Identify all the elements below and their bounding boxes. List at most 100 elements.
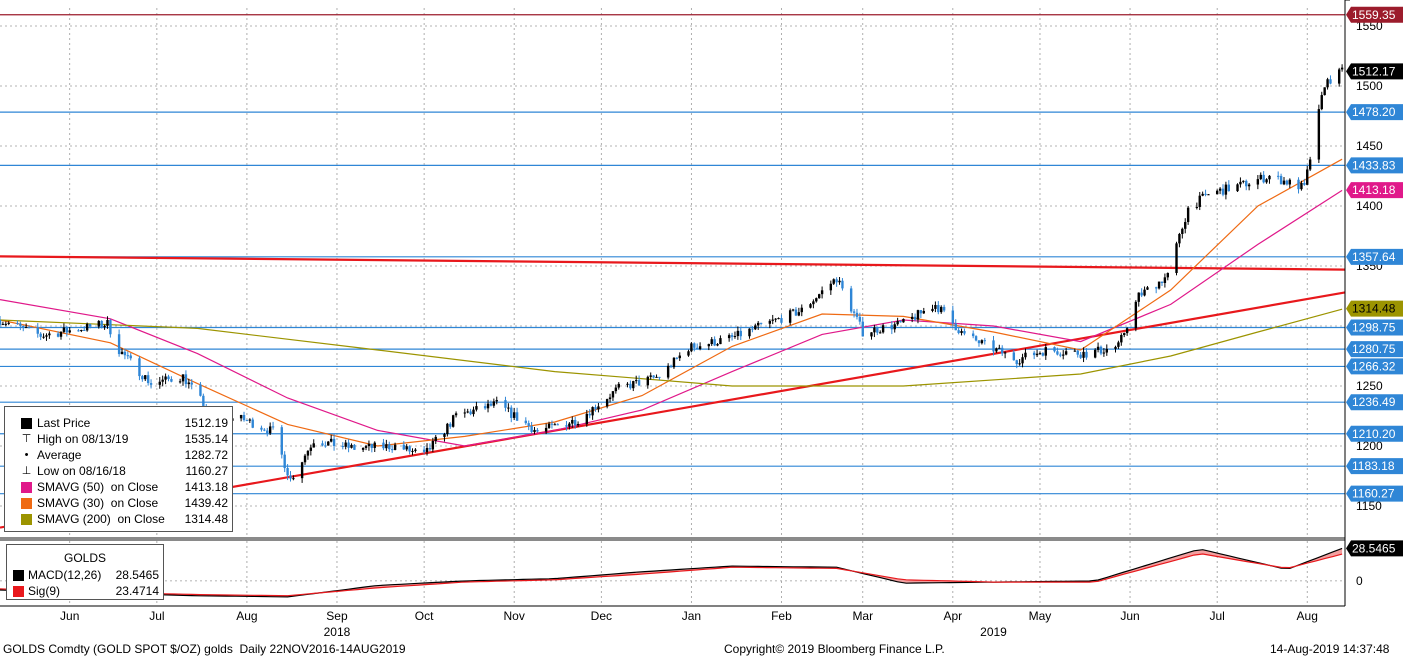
candle-body	[280, 427, 283, 455]
candle-body	[818, 294, 821, 299]
candle-body	[632, 381, 635, 389]
candle-body	[1163, 277, 1167, 283]
candle-body	[754, 325, 757, 330]
candle-body	[1297, 179, 1300, 190]
candle-body	[24, 327, 28, 329]
candle-body	[934, 305, 937, 309]
price-tag-bg	[1346, 319, 1403, 336]
macd-legend-title: GOLDS	[63, 551, 106, 565]
candle-body	[861, 321, 864, 337]
candle-body	[666, 365, 670, 378]
legend-row: Last Price 1512.19	[5, 415, 234, 431]
price-tag-1160.27: 1160.27	[1346, 485, 1403, 502]
candle-body	[1105, 348, 1108, 353]
candle-body	[332, 438, 336, 446]
candle-body	[510, 407, 513, 418]
candle-body	[370, 443, 374, 448]
candle-body	[443, 434, 446, 437]
price-tag-bg	[1346, 248, 1403, 265]
candle-body	[849, 288, 853, 312]
candle-body	[126, 355, 130, 357]
candle-body	[292, 478, 295, 480]
legend-value: 1413.18	[184, 480, 228, 494]
candle-body	[649, 375, 652, 377]
candle-body	[1340, 67, 1344, 70]
candle-body	[1279, 175, 1283, 185]
price-tag-label: 1433.83	[1352, 158, 1396, 172]
candle-body	[1303, 182, 1306, 185]
candle-body	[245, 420, 249, 422]
month-tick-label: Apr	[943, 609, 962, 623]
trend-line-resistance	[0, 255, 1346, 271]
candle-body	[1320, 95, 1323, 110]
sma-line-200	[0, 308, 1343, 387]
candle-body	[902, 318, 905, 323]
solid-square	[21, 482, 32, 493]
month-tick-label: Sep	[326, 609, 348, 623]
footer-security-info: GOLDS Comdty (GOLD SPOT $/OZ) golds Dail…	[3, 642, 406, 656]
month-tick-label: Jun	[60, 609, 79, 623]
candle-body	[16, 322, 19, 324]
low-marker-icon: ⊥	[21, 465, 32, 477]
candle-body	[675, 357, 679, 359]
candle-body	[422, 449, 426, 452]
legend-row: ⊥ Low on 08/16/18 1160.27	[5, 463, 234, 479]
candle-body	[1041, 353, 1045, 356]
macd-tick-label: 0	[1356, 574, 1363, 588]
candle-body	[1059, 354, 1062, 356]
candle-body	[719, 338, 722, 345]
candle-body	[1044, 347, 1047, 356]
candle-body	[960, 330, 963, 334]
candle-body	[524, 420, 527, 424]
candle-body	[434, 436, 437, 441]
candle-body	[893, 324, 896, 330]
price-tag-bg	[1346, 425, 1403, 442]
candle-body	[1242, 180, 1245, 182]
macd-tag-28.5465: 28.5465	[1346, 540, 1403, 557]
price-tag-label: 1236.49	[1352, 395, 1396, 409]
candle-body	[350, 444, 353, 448]
candle-body	[1038, 353, 1042, 355]
solid-square	[13, 586, 24, 597]
candle-body	[486, 403, 490, 409]
candle-body	[780, 318, 783, 323]
candle-body	[748, 328, 751, 337]
candle-body	[698, 346, 702, 349]
candle-body	[512, 412, 516, 418]
candle-body	[605, 399, 609, 407]
legend-row: • Average 1282.72	[5, 447, 234, 463]
solid-square	[21, 514, 32, 525]
candle-body	[727, 335, 731, 339]
candle-body	[472, 409, 475, 415]
candle-body	[466, 411, 469, 413]
candle-body	[791, 309, 795, 311]
candle-body	[820, 290, 824, 295]
legend-value: 1160.27	[185, 464, 229, 478]
candle-body	[739, 330, 742, 337]
candle-body	[103, 325, 106, 328]
price-candles	[0, 64, 1344, 483]
price-tag-1314.48: 1314.48	[1346, 300, 1403, 317]
candle-body	[576, 423, 580, 426]
candle-body	[942, 306, 946, 311]
candle-body	[1117, 342, 1120, 347]
candle-body	[899, 321, 902, 323]
month-tick-label: Mar	[852, 609, 873, 623]
moving-averages	[0, 158, 1343, 447]
candle-body	[922, 310, 925, 314]
candle-body	[629, 383, 632, 389]
candle-body	[530, 425, 533, 433]
price-tag-label: 1357.64	[1352, 250, 1396, 264]
candle-body	[652, 375, 655, 378]
candle-body	[707, 344, 711, 347]
candle-body	[1032, 352, 1036, 356]
candle-body	[1317, 109, 1321, 160]
candle-body	[1207, 194, 1210, 196]
candle-body	[492, 401, 496, 406]
candle-body	[1134, 301, 1138, 329]
candle-body	[937, 305, 940, 313]
candle-body	[170, 379, 173, 382]
candle-body	[626, 383, 629, 385]
candle-body	[1236, 184, 1239, 192]
